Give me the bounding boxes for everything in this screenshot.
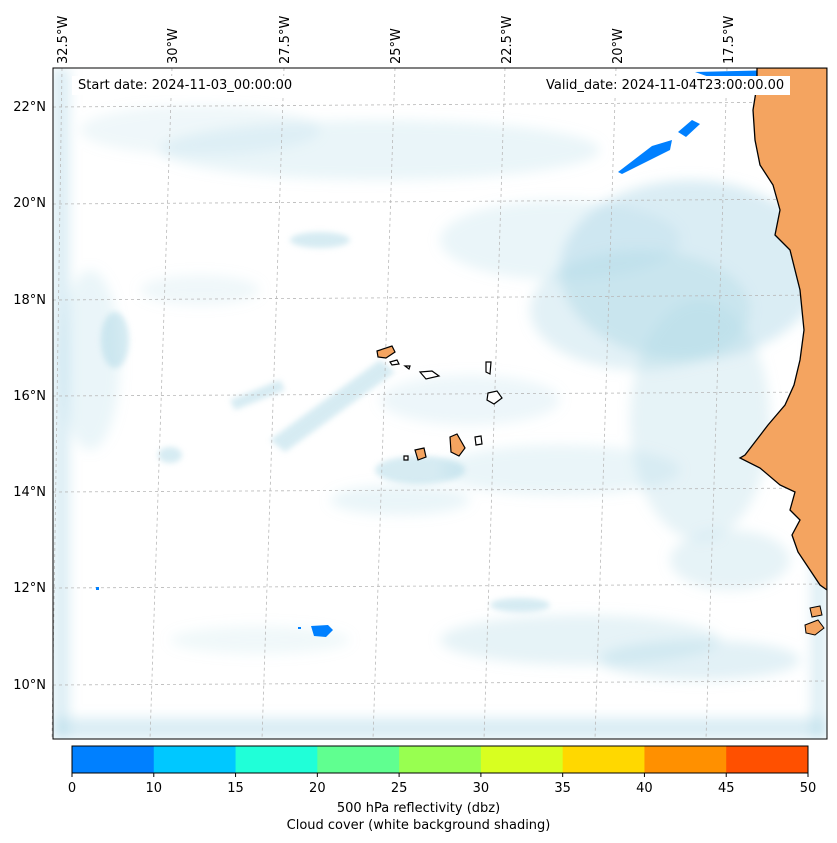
colorbar-subtitle: Cloud cover (white background shading) [286, 818, 551, 833]
colorbar-tick-label: 10 [146, 781, 163, 796]
reflectivity-cell-4 [96, 587, 99, 590]
lon-label: 20°W [611, 28, 626, 64]
colorbar: 0 10 15 20 25 30 35 40 45 50 [68, 745, 816, 796]
latitude-labels: 22°N 20°N 18°N 16°N 14°N 12°N 10°N [13, 100, 46, 693]
colorbar-swatch [235, 746, 318, 773]
lat-label: 12°N [13, 581, 46, 596]
colorbar-swatches [72, 746, 809, 773]
africa-landmass [738, 68, 827, 591]
lat-label: 20°N [13, 196, 46, 211]
colorbar-swatch [562, 746, 645, 773]
santa-luzia-island [403, 365, 411, 370]
brava-island [403, 455, 409, 461]
reflectivity-cell-1 [678, 120, 700, 137]
lat-label: 14°N [13, 485, 46, 500]
colorbar-title: 500 hPa reflectivity (dbz) [336, 801, 501, 816]
lon-label: 30°W [166, 28, 181, 64]
colorbar-swatch [317, 746, 400, 773]
map-panel [51, 67, 828, 740]
reflectivity-cell-3 [311, 625, 333, 637]
maio-island [474, 435, 483, 446]
colorbar-swatch [726, 746, 809, 773]
lat-label: 22°N [13, 100, 46, 115]
reflectivity-cell-5 [298, 627, 301, 629]
longitude-labels: 32.5°W 30°W 27.5°W 25°W 22.5°W 20°W 17.5… [56, 16, 737, 64]
colorbar-tick-label: 20 [309, 781, 326, 796]
colorbar-tick-label: 15 [227, 781, 244, 796]
lat-label: 18°N [13, 293, 46, 308]
african-coastline [738, 68, 827, 636]
lon-label: 32.5°W [56, 16, 71, 64]
lon-label: 25°W [389, 28, 404, 64]
colorbar-swatch [153, 746, 237, 773]
graticule [51, 67, 828, 740]
valid-date-label: Valid_date: 2024-11-04T23:00:00.00 [540, 76, 791, 95]
colorbar-swatch [480, 746, 564, 773]
lon-label: 22.5°W [500, 16, 515, 64]
map-frame [52, 67, 828, 740]
reflectivity-cell-2 [618, 140, 672, 174]
colorbar-tick-label: 25 [391, 781, 408, 796]
santiago-island [449, 433, 466, 457]
lon-label: 27.5°W [278, 16, 293, 64]
sao-nicolau-island [418, 370, 441, 380]
colorbar-frame [71, 745, 809, 774]
sao-vicente-island [389, 359, 400, 366]
lat-label: 10°N [13, 678, 46, 693]
colorbar-tick-label: 40 [636, 781, 653, 796]
boa-vista-island [486, 390, 503, 405]
colorbar-swatch [72, 746, 155, 773]
colorbar-swatch [644, 746, 727, 773]
colorbar-tick-label: 30 [473, 781, 490, 796]
cape-verde-islands [376, 345, 503, 461]
lon-label: 17.5°W [722, 16, 737, 64]
colorbar-swatch [399, 746, 482, 773]
colorbar-tick-label: 35 [554, 781, 571, 796]
lat-label: 16°N [13, 389, 46, 404]
colorbar-tick-label: 0 [68, 781, 76, 796]
coastal-island [804, 619, 825, 636]
colorbar-tick-label: 50 [800, 781, 817, 796]
colorbar-tick-label: 45 [718, 781, 735, 796]
santo-antao-island [376, 345, 396, 359]
colorbar-ticks: 0 10 15 20 25 30 35 40 45 50 [68, 773, 816, 796]
bijagos-island [809, 605, 823, 618]
start-date-label: Start date: 2024-11-03_00:00:00 [72, 76, 299, 95]
fogo-island [414, 447, 427, 461]
sal-island [485, 361, 492, 375]
